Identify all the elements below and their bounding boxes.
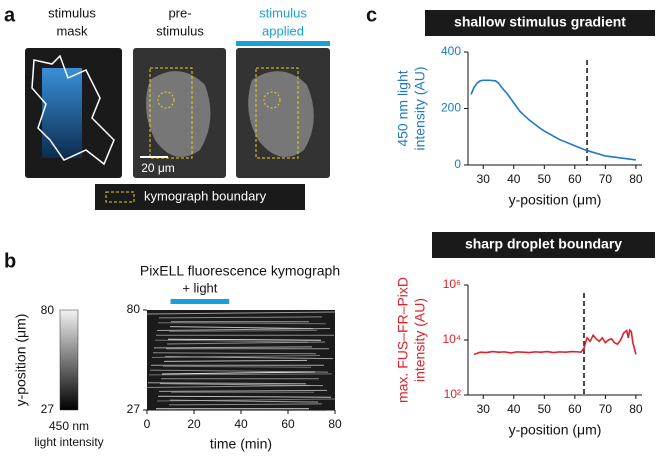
legend-swatch: [105, 191, 135, 203]
streak: [154, 339, 309, 343]
streak: [157, 395, 332, 398]
x-tick-label: 70: [599, 402, 613, 416]
image-title: mask: [56, 23, 88, 38]
nucleus: [157, 91, 175, 109]
x-tick-label: 80: [629, 172, 643, 186]
streak: [146, 311, 336, 315]
colorbar-axis-label: y-position (μm): [13, 314, 29, 407]
x-tick-label: 80: [328, 417, 342, 431]
x-tick-label: 30: [477, 172, 491, 186]
panel-label: a: [4, 4, 16, 26]
streak: [168, 403, 323, 406]
x-tick-label: 60: [281, 417, 295, 431]
title-box: [432, 232, 655, 258]
streak: [146, 385, 311, 388]
streak: [153, 346, 313, 349]
streak: [158, 389, 328, 392]
x-axis-label: y-position (μm): [509, 422, 602, 438]
y-tick-label: 200: [441, 101, 461, 115]
image-title: stimulus: [259, 5, 307, 20]
y-tick-label: 0: [454, 157, 461, 171]
x-tick-label: 50: [538, 172, 552, 186]
colorbar-caption: 450 nm: [49, 419, 89, 433]
image-title: pre-: [168, 5, 191, 20]
x-tick-label: 40: [507, 172, 521, 186]
streak: [168, 329, 318, 332]
panel-label: c: [366, 4, 377, 26]
image-title: applied: [262, 23, 304, 38]
x-axis-label: time (min): [210, 436, 272, 452]
x-tick-label: 50: [538, 402, 552, 416]
data-line: [470, 79, 636, 161]
x-tick-label: 60: [568, 172, 582, 186]
kymograph-boundary: [149, 67, 193, 159]
title-box: [425, 10, 655, 36]
y-tick-label: 10⁶: [443, 277, 461, 291]
streak: [161, 371, 316, 375]
x-tick-label: 40: [507, 402, 521, 416]
panel-label: b: [4, 250, 16, 272]
legend-label: kymograph boundary: [144, 188, 267, 203]
x-tick-label: 80: [629, 402, 643, 416]
streak: [167, 338, 322, 341]
y-axis-label: intensity (AU): [412, 66, 428, 150]
light-span: [170, 299, 230, 304]
y-axis-label: max. FUS–FR–PixD: [395, 277, 411, 403]
x-axis-label: y-position (μm): [509, 192, 602, 208]
y-tick-label: 400: [441, 44, 461, 58]
colorbar-caption: light intensity: [34, 435, 103, 449]
kymograph-boundary: [255, 67, 299, 159]
streak: [152, 352, 317, 355]
image-title: stimulus: [48, 5, 96, 20]
streak: [148, 373, 333, 376]
legend-box: [95, 184, 305, 210]
y-tick-label: 80: [127, 302, 141, 316]
streak: [147, 382, 307, 385]
streak: [156, 328, 331, 331]
image-title: stimulus: [156, 23, 204, 38]
y-tick-label: 10⁴: [442, 332, 461, 346]
scale-bar-label: 20 μm: [141, 161, 175, 175]
kymograph-title: PixELL fluorescence kymograph: [140, 263, 340, 279]
colorbar-label: 27: [41, 402, 55, 416]
y-tick-label: 10²: [444, 387, 461, 401]
streak: [163, 359, 308, 362]
colorbar-label: 80: [41, 303, 55, 317]
streak: [156, 398, 336, 402]
y-tick-label: 27: [127, 402, 141, 416]
x-tick-label: 40: [234, 417, 248, 431]
nucleus: [263, 91, 281, 109]
y-axis-label: 450 nm light: [395, 70, 411, 146]
x-tick-label: 70: [599, 172, 613, 186]
colorbar: [59, 309, 79, 411]
streak: [157, 322, 327, 325]
streak: [166, 341, 326, 345]
chart-title: sharp droplet boundary: [465, 236, 622, 252]
streak: [158, 316, 323, 319]
annotation: + light: [182, 280, 217, 295]
data-line: [473, 328, 637, 356]
x-tick-label: 20: [187, 417, 201, 431]
x-tick-label: 60: [568, 402, 582, 416]
mask-region: [42, 68, 82, 158]
y-axis-label: intensity (AU): [412, 298, 428, 382]
x-tick-label: 0: [144, 417, 151, 431]
streak: [151, 355, 321, 358]
light-bar: [236, 41, 330, 46]
streak: [169, 326, 314, 330]
x-tick-label: 30: [477, 402, 491, 416]
chart-title: shallow stimulus gradient: [454, 14, 626, 30]
cell: [248, 71, 314, 158]
streak: [162, 365, 312, 368]
cell-outline: [31, 54, 115, 166]
